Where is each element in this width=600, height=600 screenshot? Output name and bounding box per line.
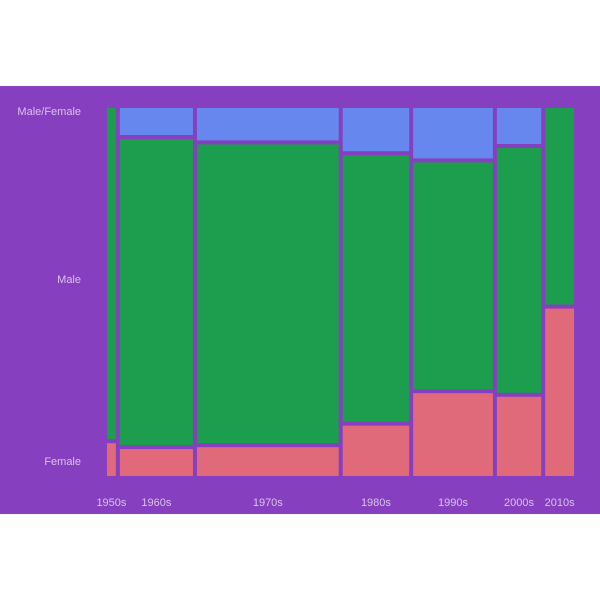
- mosaic-chart: Female Male Male/Female 1950s 1960s 1970s 198…: [17, 106, 575, 509]
- tile-1990s-female: [413, 393, 493, 476]
- tile-1970s-male-female: [196, 108, 339, 141]
- tile-1960s-female: [119, 449, 193, 476]
- x-axis-labels: 1950s 1960s 1970s 1980s 1990s 2000s 2010s: [96, 497, 575, 509]
- y-tick-label-male-female: Male/Female: [17, 106, 81, 118]
- tile-1960s-male: [119, 139, 193, 445]
- tile-1990s-male: [413, 162, 493, 390]
- tile-2000s-male-female: [496, 108, 542, 144]
- y-axis-labels: Female Male Male/Female: [17, 106, 81, 468]
- x-tick-label-1980s: 1980s: [361, 497, 391, 509]
- x-tick-label-1990s: 1990s: [438, 497, 468, 509]
- tile-1970s-male: [196, 144, 339, 444]
- x-tick-label-2010s: 2010s: [545, 497, 575, 509]
- tile-2000s-female: [496, 396, 542, 476]
- y-tick-label-male: Male: [57, 274, 81, 286]
- x-tick-label-1960s: 1960s: [141, 497, 171, 509]
- tile-1970s-female: [196, 447, 339, 476]
- mosaic-tiles: [107, 108, 574, 476]
- x-tick-label-1970s: 1970s: [253, 497, 283, 509]
- chart-panel: Female Male Male/Female 1950s 1960s 1970s 198…: [0, 86, 600, 514]
- tile-1990s-male-female: [413, 108, 493, 159]
- tile-2000s-male: [496, 148, 542, 393]
- x-tick-label-1950s: 1950s: [96, 497, 126, 509]
- tile-1980s-male-female: [342, 108, 410, 152]
- tile-1980s-female: [342, 425, 410, 476]
- tile-2010s-female: [545, 308, 574, 476]
- tile-1950s-male: [107, 108, 116, 440]
- tile-1960s-male-female: [119, 108, 193, 135]
- tile-2010s-male: [545, 108, 574, 305]
- y-tick-label-female: Female: [44, 456, 81, 468]
- tile-1980s-male: [342, 155, 410, 422]
- tile-1950s-female: [107, 443, 116, 476]
- x-tick-label-2000s: 2000s: [504, 497, 534, 509]
